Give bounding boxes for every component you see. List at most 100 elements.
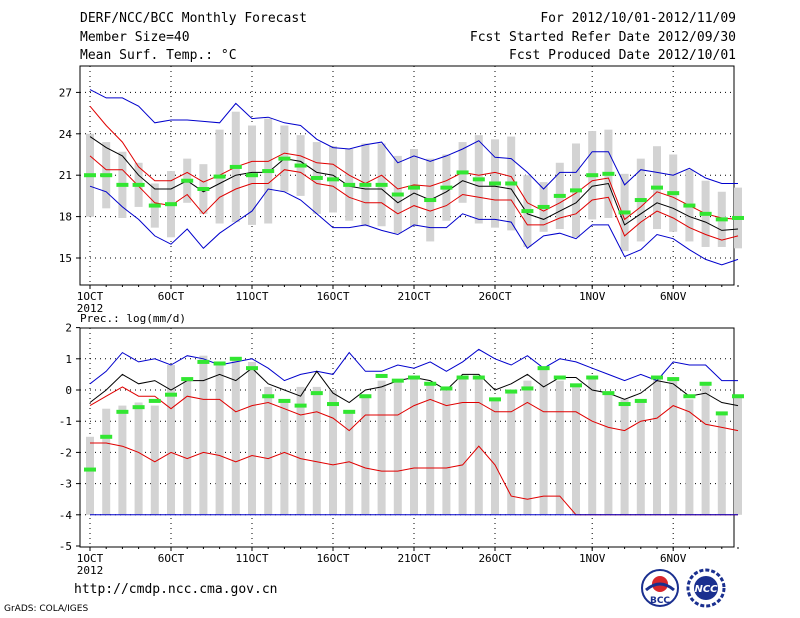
start-date-line: Fcst Started Refer Date 2012/09/30 [469,30,736,45]
p1-xtick-label: 1OCT [77,290,104,303]
p2-xtick-label: 6NOV [660,552,687,565]
p2-box [442,386,451,515]
p2-observed-marker [651,375,663,380]
p1-observed-marker [602,171,615,176]
p2-box [572,386,580,515]
p2-box [199,355,208,515]
p2-observed-marker [197,359,210,364]
p1-observed-marker [165,202,177,207]
p1-line-max [89,89,738,190]
p1-observed-marker [278,156,291,161]
p1-xtick-label: 21OCT [397,290,430,303]
p2-box [86,436,94,515]
p2-xtick-label: 6OCT [158,552,185,565]
p1-ytick-label: 18 [59,211,72,224]
p1-observed-marker [521,209,534,214]
p2-ytick-label: -2 [59,446,72,459]
p2-box [150,405,159,515]
p2-box [426,383,435,515]
p1-observed-marker [651,185,663,190]
p1-observed-marker [327,177,339,182]
p2-box [539,368,548,515]
p2-observed-marker [440,386,453,391]
p2-observed-marker [375,373,388,378]
p2-observed-marker [618,402,631,407]
p2-observed-marker [391,378,404,383]
p2-box [280,402,289,515]
p1-xtick-label: 1NOV [579,290,606,303]
p2-observed-marker [424,381,437,386]
p2-xtick-label: 16OCT [316,552,349,565]
p1-observed-marker [489,181,501,186]
footer-url[interactable]: http://cmdp.ncc.cma.gov.cn [74,582,278,597]
p1-observed-marker [132,182,145,187]
p2-observed-marker [699,381,712,386]
p2-xtick-label: 26OCT [478,552,511,565]
p2-box [523,380,532,515]
title-line-1: DERF/NCC/BCC Monthly Forecast [80,11,307,26]
p2-observed-marker [408,375,420,380]
p2-box [507,393,516,515]
p2-box [669,380,678,515]
p1-observed-marker [699,211,712,216]
p2-box [410,377,418,515]
p1-observed-marker [667,191,680,196]
p1-observed-marker [343,182,356,187]
p1-observed-marker [148,203,161,208]
p2-box [491,399,499,515]
p2-observed-marker [213,361,226,366]
p2-xtick-label: 1OCT [77,552,104,565]
p2-box [555,380,564,515]
p1-observed-marker [246,173,258,178]
p1-observed-marker [537,204,550,209]
p1-observed-marker [505,181,518,186]
p2-box [312,386,321,515]
p1-observed-marker [732,215,744,220]
p1-observed-marker [424,198,437,203]
p2-observed-marker [489,397,501,402]
p2-observed-marker [472,375,485,380]
p1-ytick-label: 24 [59,128,73,141]
p2-observed-marker [570,383,582,388]
p1-observed-marker [294,163,307,168]
bcc-logo: BCC [640,568,680,608]
p2-observed-marker [537,366,550,371]
p2-observed-marker [553,375,566,380]
p2-observed-marker [327,402,339,407]
p2-box [183,377,192,515]
p2-box [636,402,645,515]
p1-observed-marker [715,217,728,222]
p2-box [604,393,613,515]
p2-observed-marker [100,434,113,439]
p2-box [118,405,127,515]
p2-ytick-label: -1 [59,415,72,428]
p2-observed-marker [634,398,647,403]
p2-ytick-label: 1 [65,353,72,366]
p2-observed-marker [456,375,469,380]
p2-box [685,399,694,515]
p2-box [296,386,305,515]
p1-observed-marker [100,173,113,178]
p1-observed-marker [440,185,453,190]
p1-ytick-label: 27 [59,86,72,99]
p2-line-q_high [89,386,739,432]
p1-observed-marker [229,164,242,169]
p2-ytick-label: -3 [59,478,72,491]
p2-box [393,380,402,515]
ncc-logo-text: NCC [694,584,718,595]
p2-observed-marker [294,403,307,408]
p2-box [167,365,175,515]
p2-box [231,358,240,515]
p1-observed-marker [84,173,96,178]
p2-box [345,411,354,515]
p2-observed-marker [683,394,696,399]
p2-line-max [89,348,738,385]
p1-line-q_high [89,105,739,221]
grads-credit: GrADS: COLA/IGES [4,604,89,614]
p2-ytick-label: -4 [59,509,73,522]
p2-observed-marker [181,377,194,382]
p2-ytick-label: 0 [65,384,72,397]
p1-observed-marker [359,182,372,187]
p2-observed-marker [132,405,145,410]
p2-observed-marker [586,375,599,380]
